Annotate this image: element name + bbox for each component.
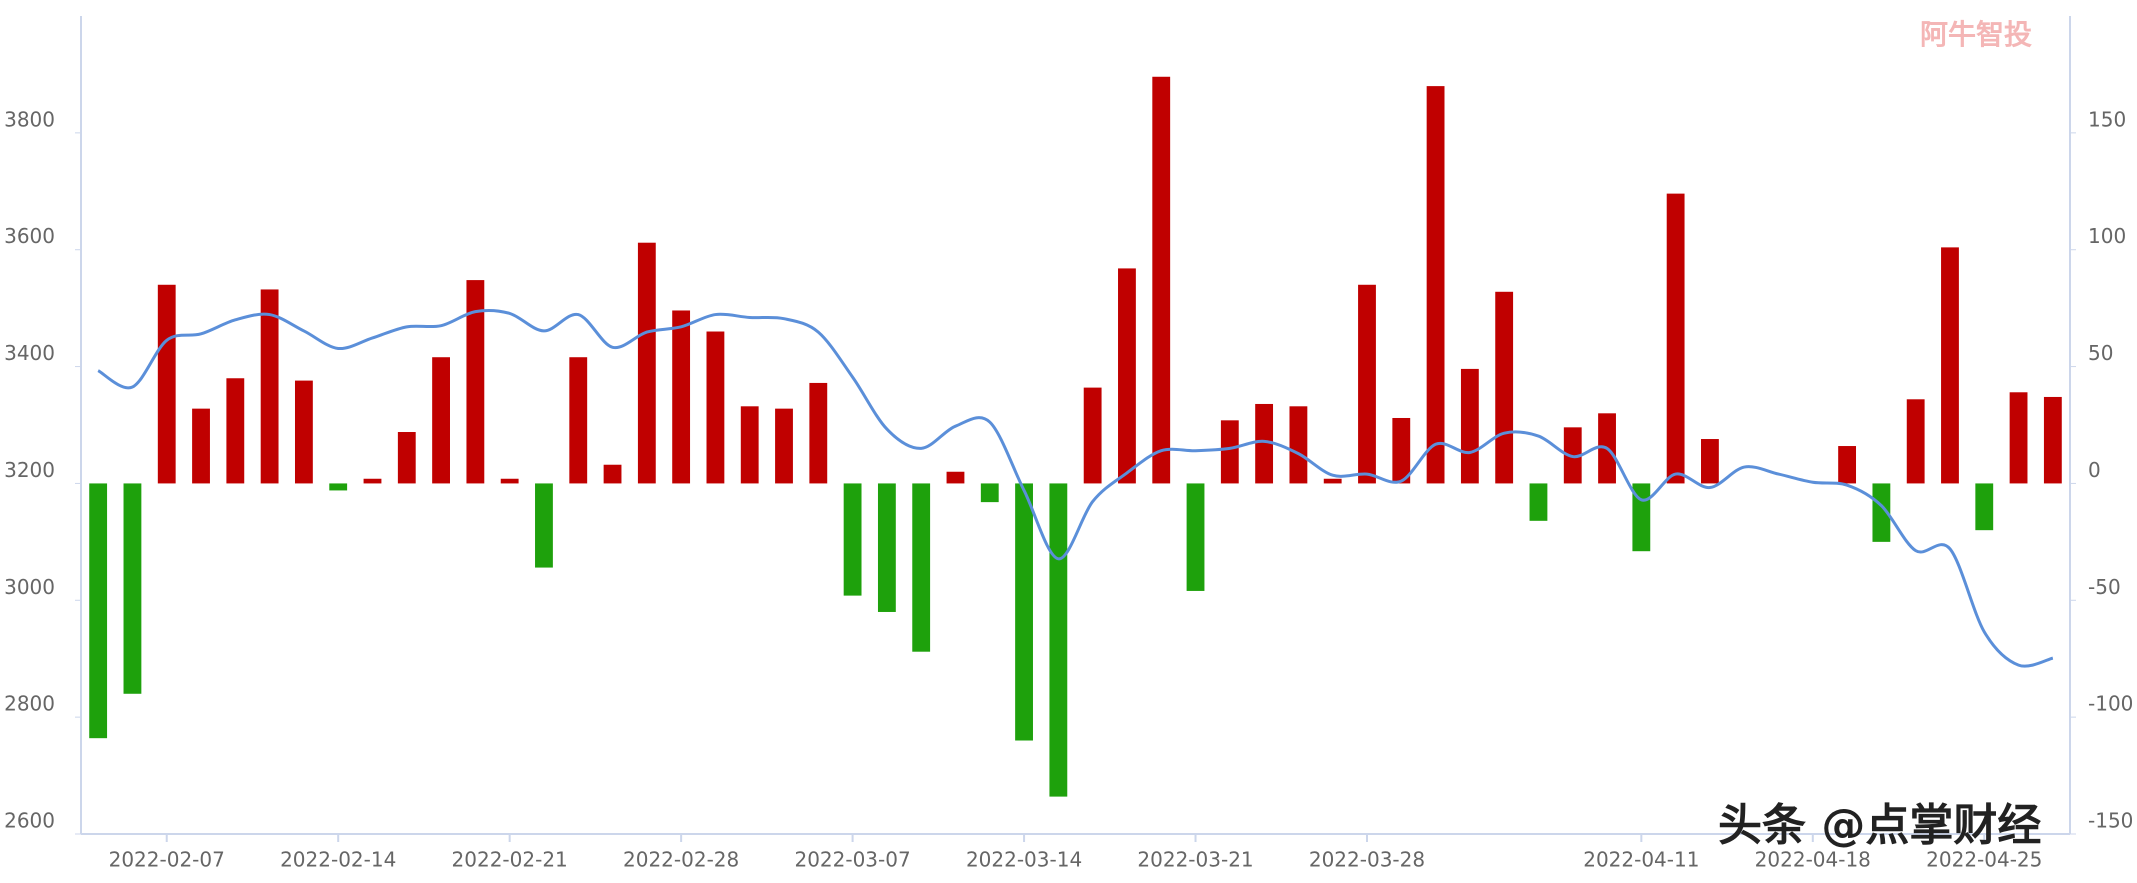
bar xyxy=(843,483,862,596)
bar xyxy=(1906,399,1925,484)
bar xyxy=(1152,76,1171,484)
bar xyxy=(980,483,999,503)
bar xyxy=(432,357,450,484)
bar xyxy=(1666,193,1685,484)
bar xyxy=(912,483,931,652)
y-tick-label: 3200 xyxy=(4,458,55,482)
y-tick-label: 2600 xyxy=(4,809,55,833)
bar xyxy=(1083,387,1102,484)
y2-tick-label: -50 xyxy=(2088,575,2121,599)
x-tick-label: 2022-03-07 xyxy=(794,848,910,872)
bar xyxy=(740,406,759,484)
bar xyxy=(192,408,210,484)
y-tick-label: 3600 xyxy=(4,224,55,248)
bar xyxy=(123,483,142,694)
bar xyxy=(1289,406,1308,484)
bar xyxy=(706,331,725,484)
bar xyxy=(89,483,108,739)
x-tick-label: 2022-02-28 xyxy=(623,848,739,872)
bar xyxy=(946,471,965,484)
bar xyxy=(1701,439,1719,484)
y2-tick-label: 100 xyxy=(2088,224,2126,248)
y2-tick-label: 50 xyxy=(2088,341,2113,365)
y2-tick-label: -150 xyxy=(2088,809,2133,833)
bar xyxy=(1426,86,1445,484)
bar xyxy=(877,483,896,612)
y-tick-label: 3000 xyxy=(4,575,55,599)
bar xyxy=(363,478,382,484)
bar xyxy=(809,382,828,484)
bar xyxy=(1838,446,1857,484)
bar xyxy=(1941,247,1959,484)
x-tick-label: 2022-03-28 xyxy=(1309,848,1425,872)
bar xyxy=(1015,483,1033,741)
x-tick-label: 2022-02-21 xyxy=(452,848,568,872)
bar xyxy=(569,357,588,484)
y2-tick-label: 0 xyxy=(2088,458,2101,482)
x-tick-label: 2022-04-18 xyxy=(1755,848,1871,872)
y2-tick-label: -100 xyxy=(2088,692,2133,716)
bar xyxy=(1460,368,1479,484)
watermark: 头条 @点掌财经 xyxy=(1718,800,2041,851)
bar xyxy=(466,280,485,484)
bar xyxy=(1872,483,1891,542)
bar xyxy=(2009,392,2028,484)
bar xyxy=(672,310,691,484)
watermark-logo: 阿牛智投 xyxy=(1920,18,2032,51)
bar xyxy=(500,478,519,484)
x-tick-label: 2022-04-25 xyxy=(1926,848,2042,872)
bar xyxy=(294,380,313,484)
bar xyxy=(1049,483,1068,797)
x-tick-label: 2022-03-14 xyxy=(966,848,1082,872)
bar xyxy=(1392,417,1411,484)
bar xyxy=(1975,483,1994,531)
bar xyxy=(226,378,245,484)
bar xyxy=(1323,478,1342,484)
bar xyxy=(1529,483,1548,521)
bar xyxy=(260,289,279,484)
bar xyxy=(775,408,793,484)
y2-tick-label: 150 xyxy=(2088,107,2126,131)
bar xyxy=(637,242,656,484)
bar xyxy=(1255,403,1274,484)
bar xyxy=(157,284,176,484)
bar xyxy=(1358,284,1376,484)
bar xyxy=(1118,268,1136,484)
x-tick-label: 2022-02-14 xyxy=(280,848,396,872)
x-tick-label: 2022-02-07 xyxy=(109,848,225,872)
bar xyxy=(397,432,416,484)
bar xyxy=(535,483,553,568)
y-tick-label: 3800 xyxy=(4,107,55,131)
bar xyxy=(1220,420,1239,484)
line xyxy=(97,309,2054,668)
bar xyxy=(1186,483,1205,591)
bar xyxy=(1495,291,1514,484)
bar xyxy=(329,483,348,491)
x-tick-label: 2022-03-21 xyxy=(1137,848,1253,872)
bar xyxy=(603,464,622,484)
bar xyxy=(2043,396,2062,484)
y-tick-label: 3400 xyxy=(4,341,55,365)
y-tick-label: 2800 xyxy=(4,692,55,716)
x-tick-label: 2022-04-11 xyxy=(1583,848,1699,872)
